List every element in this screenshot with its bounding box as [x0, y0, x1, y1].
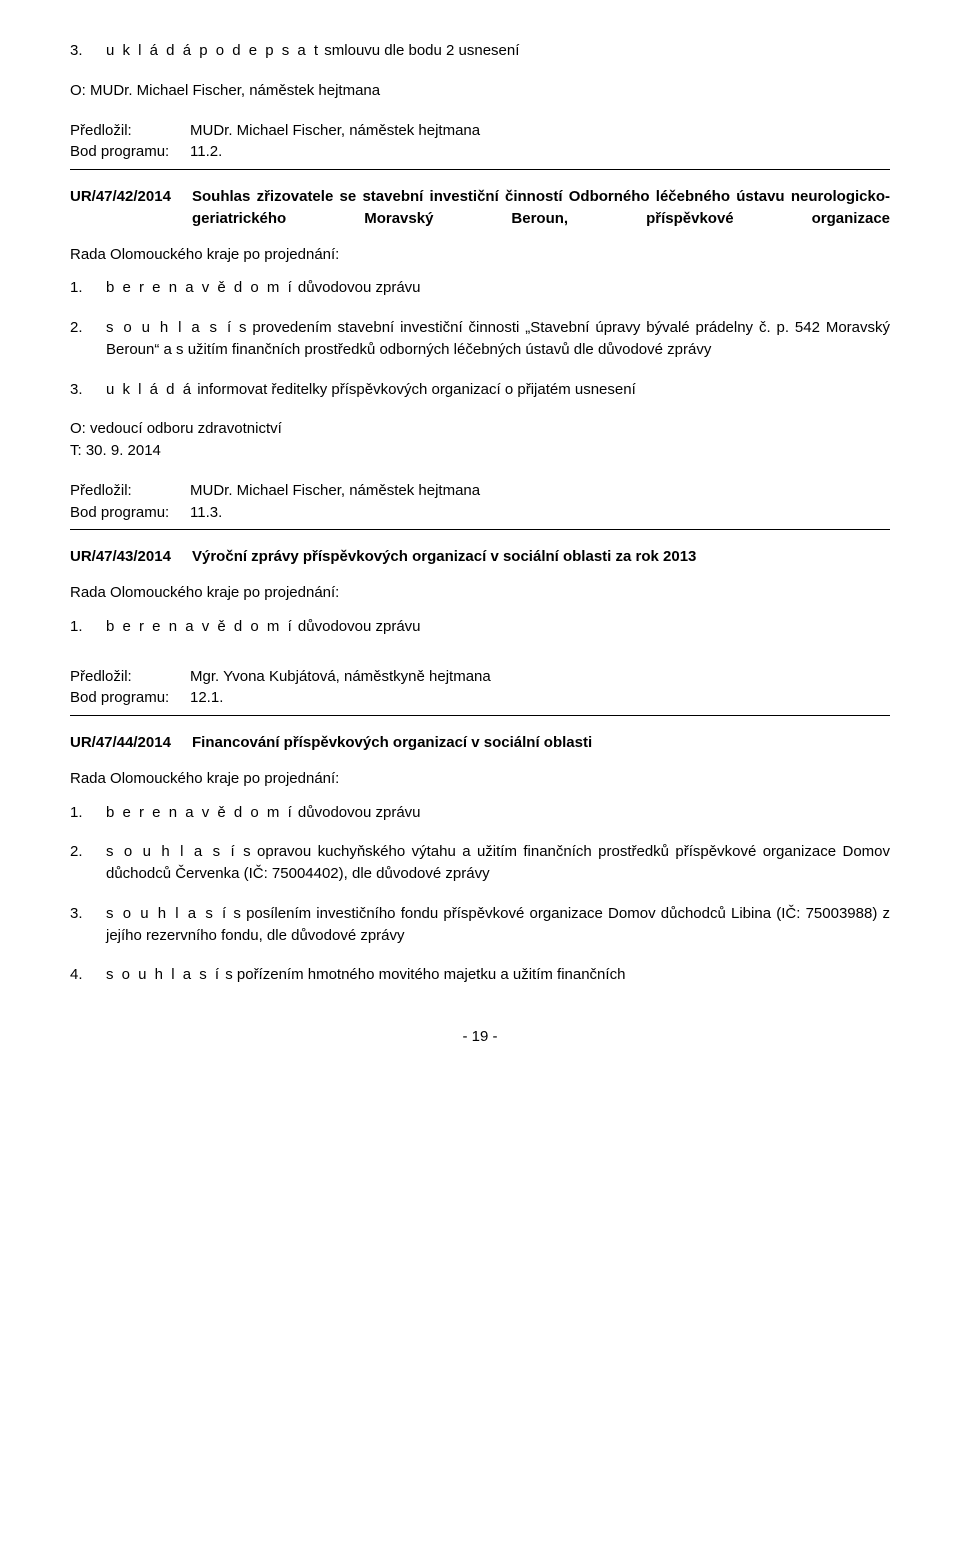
item-text: informovat ředitelky příspěvkových organ…	[193, 381, 636, 398]
resolution-item: 1. b e r e n a v ě d o m í důvodovou zpr…	[70, 277, 890, 299]
item-number: 1.	[70, 616, 106, 638]
item-number: 1.	[70, 802, 106, 824]
item-body: s o u h l a s í s posílením investičního…	[106, 903, 890, 947]
predlozil-label: Předložil:	[70, 666, 190, 688]
divider	[70, 529, 890, 530]
bod-label: Bod programu:	[70, 687, 190, 709]
resolution-item: 3. s o u h l a s í s posílením investičn…	[70, 903, 890, 947]
rada-line: Rada Olomouckého kraje po projednání:	[70, 244, 890, 266]
predlozil-label: Předložil:	[70, 120, 190, 142]
item-body: u k l á d á informovat ředitelky příspěv…	[106, 379, 890, 401]
responsible-line: O: vedoucí odboru zdravotnictví	[70, 418, 890, 440]
item-body: s o u h l a s í s provedením stavební in…	[106, 317, 890, 361]
item-keyword: b e r e n a v ě d o m í	[106, 618, 294, 635]
item-body: s o u h l a s í s opravou kuchyňského vý…	[106, 841, 890, 885]
item-body: u k l á d á p o d e p s a t smlouvu dle …	[106, 40, 890, 62]
item-body: s o u h l a s í s pořízením hmotného mov…	[106, 964, 890, 986]
section-title: UR/47/44/2014 Financování příspěvkových …	[70, 732, 890, 754]
item-text: s pořízením hmotného movitého majetku a …	[221, 966, 625, 983]
item-number: 3.	[70, 379, 106, 401]
section-code: UR/47/44/2014	[70, 732, 192, 754]
bod-value: 11.3.	[190, 502, 222, 524]
item-number: 4.	[70, 964, 106, 986]
item-keyword: s o u h l a s í	[106, 905, 228, 922]
section-title: UR/47/42/2014 Souhlas zřizovatele se sta…	[70, 186, 890, 230]
predlozil-row: Předložil: Mgr. Yvona Kubjátová, náměstk…	[70, 666, 890, 688]
predlozil-block: Předložil: MUDr. Michael Fischer, náměst…	[70, 120, 890, 164]
resolution-item: 2. s o u h l a s í s opravou kuchyňského…	[70, 841, 890, 885]
divider	[70, 715, 890, 716]
predlozil-block: Předložil: MUDr. Michael Fischer, náměst…	[70, 480, 890, 524]
section-heading: Financování příspěvkových organizací v s…	[192, 732, 890, 754]
bod-row: Bod programu: 12.1.	[70, 687, 890, 709]
section-title: UR/47/43/2014 Výroční zprávy příspěvkový…	[70, 546, 890, 568]
predlozil-value: MUDr. Michael Fischer, náměstek hejtmana	[190, 480, 480, 502]
resolution-item: 2. s o u h l a s í s provedením stavební…	[70, 317, 890, 361]
item-number: 2.	[70, 317, 106, 361]
resolution-item: 3. u k l á d á p o d e p s a t smlouvu d…	[70, 40, 890, 62]
bod-label: Bod programu:	[70, 502, 190, 524]
predlozil-value: MUDr. Michael Fischer, náměstek hejtmana	[190, 120, 480, 142]
rada-line: Rada Olomouckého kraje po projednání:	[70, 768, 890, 790]
bod-value: 11.2.	[190, 141, 222, 163]
predlozil-value: Mgr. Yvona Kubjátová, náměstkyně hejtman…	[190, 666, 491, 688]
deadline-line: T: 30. 9. 2014	[70, 440, 890, 462]
item-keyword: s o u h l a s í	[106, 966, 221, 983]
predlozil-label: Předložil:	[70, 480, 190, 502]
item-number: 3.	[70, 40, 106, 62]
divider	[70, 169, 890, 170]
resolution-item: 4. s o u h l a s í s pořízením hmotného …	[70, 964, 890, 986]
item-keyword: b e r e n a v ě d o m í	[106, 804, 294, 821]
bod-value: 12.1.	[190, 687, 223, 709]
item-text: smlouvu dle bodu 2 usnesení	[320, 42, 519, 59]
section-heading: Výroční zprávy příspěvkových organizací …	[192, 546, 890, 568]
item-text: důvodovou zprávu	[294, 804, 421, 821]
bod-label: Bod programu:	[70, 141, 190, 163]
page: 3. u k l á d á p o d e p s a t smlouvu d…	[0, 0, 960, 1078]
item-keyword: b e r e n a v ě d o m í	[106, 279, 294, 296]
rada-line: Rada Olomouckého kraje po projednání:	[70, 582, 890, 604]
item-keyword: u k l á d á	[106, 381, 193, 398]
item-body: b e r e n a v ě d o m í důvodovou zprávu	[106, 277, 890, 299]
resolution-item: 1. b e r e n a v ě d o m í důvodovou zpr…	[70, 616, 890, 638]
item-number: 3.	[70, 903, 106, 947]
item-keyword: s o u h l a s í	[106, 843, 237, 860]
section-heading: Souhlas zřizovatele se stavební investič…	[192, 186, 890, 230]
resolution-item: 3. u k l á d á informovat ředitelky přís…	[70, 379, 890, 401]
item-body: b e r e n a v ě d o m í důvodovou zprávu	[106, 616, 890, 638]
predlozil-row: Předložil: MUDr. Michael Fischer, náměst…	[70, 480, 890, 502]
item-keyword: s o u h l a s í	[106, 319, 233, 336]
predlozil-block: Předložil: Mgr. Yvona Kubjátová, náměstk…	[70, 666, 890, 710]
bod-row: Bod programu: 11.2.	[70, 141, 890, 163]
responsible-line: O: MUDr. Michael Fischer, náměstek hejtm…	[70, 80, 890, 102]
page-number: - 19 -	[70, 1026, 890, 1048]
item-number: 2.	[70, 841, 106, 885]
item-number: 1.	[70, 277, 106, 299]
predlozil-row: Předložil: MUDr. Michael Fischer, náměst…	[70, 120, 890, 142]
item-keyword: u k l á d á p o d e p s a t	[106, 42, 320, 59]
item-text: důvodovou zprávu	[294, 279, 421, 296]
bod-row: Bod programu: 11.3.	[70, 502, 890, 524]
item-text: důvodovou zprávu	[294, 618, 421, 635]
section-code: UR/47/43/2014	[70, 546, 192, 568]
section-code: UR/47/42/2014	[70, 186, 192, 230]
resolution-item: 1. b e r e n a v ě d o m í důvodovou zpr…	[70, 802, 890, 824]
item-body: b e r e n a v ě d o m í důvodovou zprávu	[106, 802, 890, 824]
